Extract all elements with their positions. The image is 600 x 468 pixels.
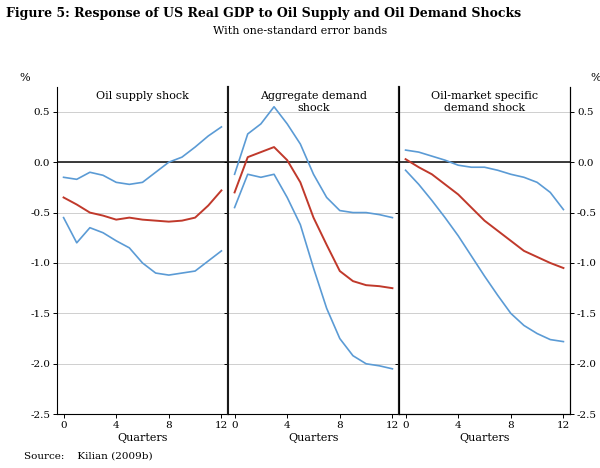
X-axis label: Quarters: Quarters <box>459 433 510 443</box>
X-axis label: Quarters: Quarters <box>117 433 168 443</box>
Text: %: % <box>19 73 30 83</box>
Text: Oil-market specific
demand shock: Oil-market specific demand shock <box>431 92 538 113</box>
Text: Source:    Kilian (2009b): Source: Kilian (2009b) <box>24 452 152 461</box>
Text: Figure 5: Response of US Real GDP to Oil Supply and Oil Demand Shocks: Figure 5: Response of US Real GDP to Oil… <box>6 7 521 20</box>
X-axis label: Quarters: Quarters <box>288 433 339 443</box>
Text: %: % <box>590 73 600 83</box>
Text: With one-standard error bands: With one-standard error bands <box>213 26 387 36</box>
Text: Oil supply shock: Oil supply shock <box>96 92 189 102</box>
Text: Aggregate demand
shock: Aggregate demand shock <box>260 92 367 113</box>
